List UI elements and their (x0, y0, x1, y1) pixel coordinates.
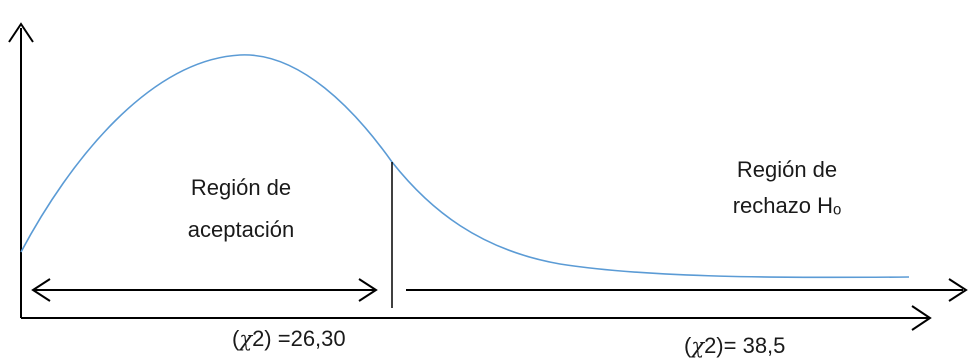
critical-value-left: (χ2) =26,30 (232, 326, 346, 352)
critical-value-left-text: 2) =26,30 (252, 326, 346, 351)
y-axis-arrowhead (8, 22, 34, 43)
acceptance-region-label: Región de (146, 170, 336, 206)
acceptance-region-line2: aceptación (187, 217, 295, 242)
acceptance-region-line1: Región de (190, 175, 292, 200)
critical-value-right-text: 2)= 38,5 (704, 333, 786, 358)
rejection-arrow-head (948, 278, 968, 302)
rejection-region-label: Región de rechazo Hₒ (702, 152, 872, 224)
acceptance-region-label-line2-wrap: aceptación (146, 212, 336, 242)
critical-value-right: (χ2)= 38,5 (684, 333, 785, 359)
critical-value-right-prefix: ( (684, 333, 692, 358)
critical-value-left-prefix: ( (232, 326, 240, 351)
rejection-region-line1: Región de (736, 157, 838, 182)
acceptance-arrow-right-head (358, 278, 378, 302)
rejection-region-line2: rechazo Hₒ (732, 193, 842, 218)
x-axis-arrowhead (911, 305, 932, 331)
acceptance-arrow-left-head (31, 278, 51, 302)
chi-symbol-left: χ (239, 327, 253, 351)
chi-symbol-right: χ (691, 334, 705, 358)
